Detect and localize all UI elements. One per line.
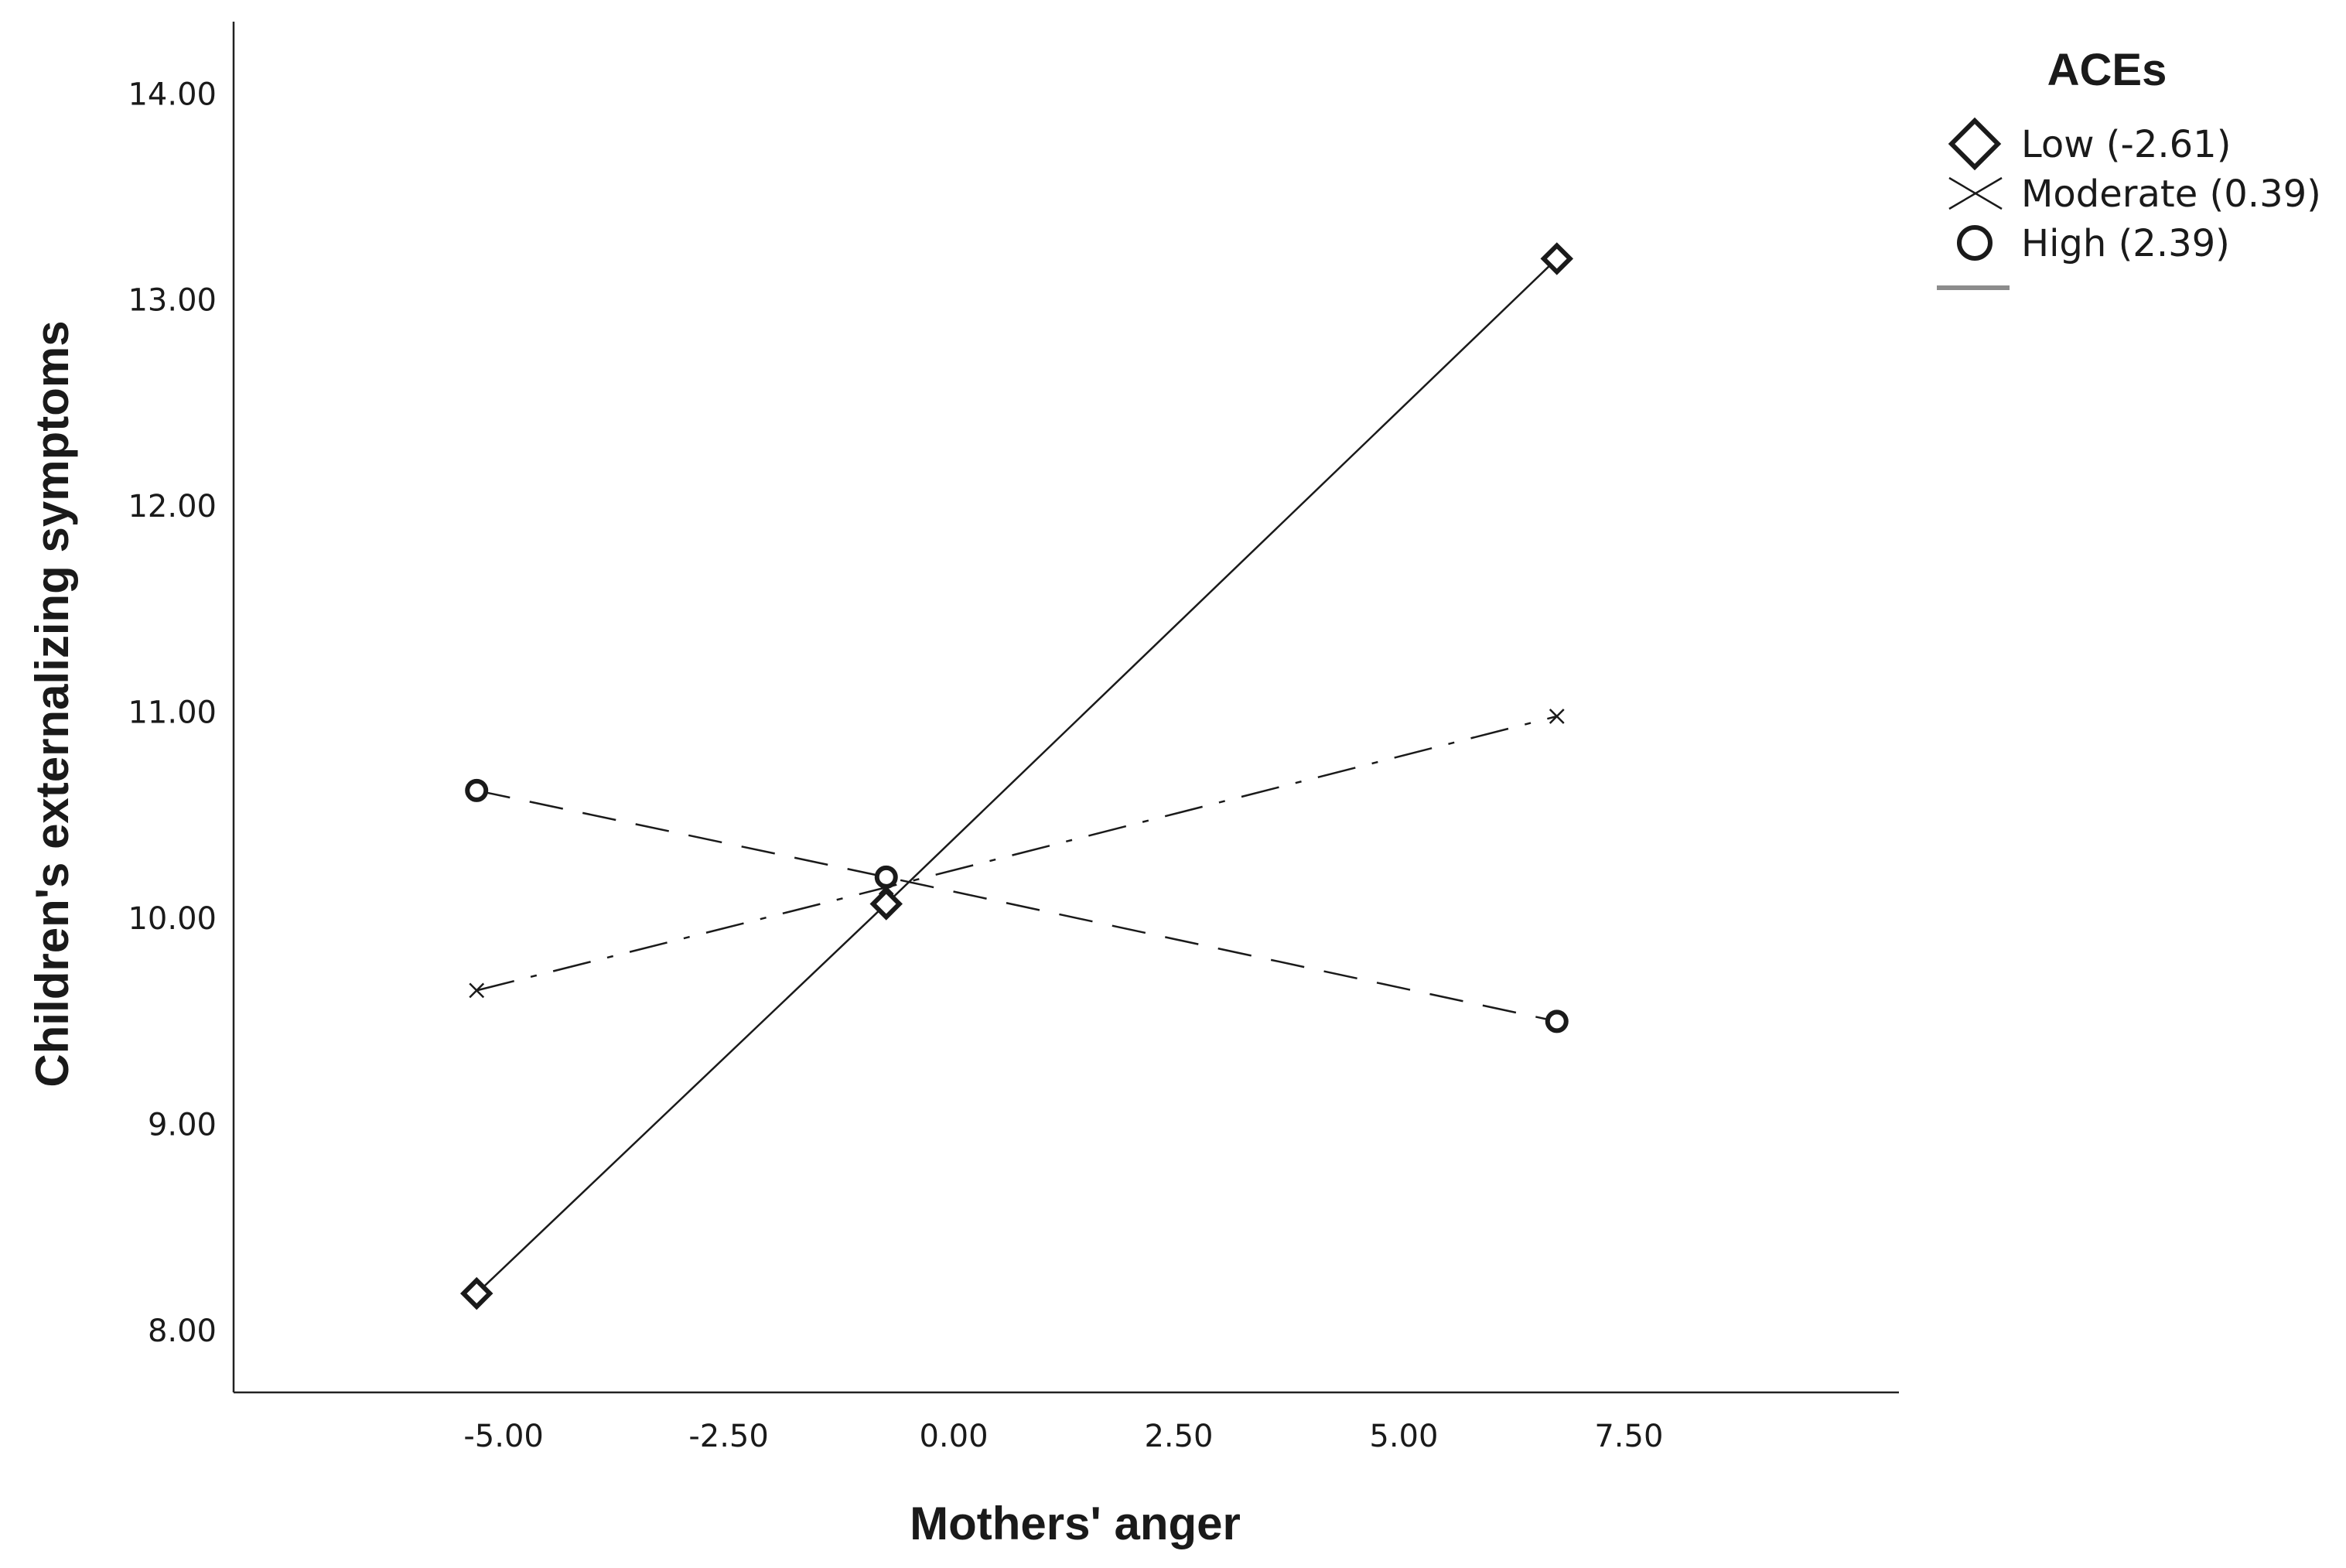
x-tick-label: 0.00 [919,1419,988,1454]
data-point-circle [874,865,898,889]
legend-circle-icon [1957,225,1993,261]
data-point-diamond [1540,242,1574,275]
y-tick-label: 12.00 [128,489,217,524]
legend-item: Low (-2.61) [1948,117,2231,171]
series-line-2 [476,715,1558,992]
series-markers [459,242,1574,1310]
legend-label: High (2.39) [2021,222,2230,265]
series-lines [476,258,1558,1295]
x-tick-label: 2.50 [1144,1419,1213,1454]
legend-label: Moderate (0.39) [2021,173,2321,216]
y-tick-label: 11.00 [128,695,217,731]
x-axis-title: Mothers' anger [910,1498,1241,1549]
y-tick-label: 14.00 [128,77,217,112]
y-tick-label: 13.00 [128,283,217,319]
y-tick-label: 8.00 [148,1313,217,1349]
legend-label: Low (-2.61) [2021,123,2231,166]
data-point-diamond [459,1276,493,1310]
data-point-circle [465,778,489,802]
data-point-diamond [869,887,903,921]
x-tick-labels: -5.00 -2.50 0.00 2.50 5.00 7.50 [463,1419,1663,1454]
data-point-x [469,982,485,999]
x-tick-label: -5.00 [463,1419,544,1454]
series-line-1 [476,258,1558,1295]
legend: ACEs Low (-2.61) Moderate (0.39) High (2.3… [1937,45,2321,290]
series-line-3 [476,789,1558,1023]
legend-title: ACEs [2047,45,2167,95]
legend-x-icon [1948,176,2003,210]
y-axis-title: Children's externalizing symptoms [26,320,78,1087]
legend-items: Low (-2.61) Moderate (0.39) High (2.39) [1948,117,2321,265]
y-tick-label: 9.00 [148,1108,217,1143]
x-tick-label: -2.50 [688,1419,769,1454]
legend-item: High (2.39) [1957,222,2230,265]
y-tick-labels: 8.00 9.00 10.00 11.00 12.00 13.00 14.00 [128,77,217,1349]
x-tick-label: 7.50 [1594,1419,1663,1454]
x-tick-label: 5.00 [1369,1419,1438,1454]
legend-item: Moderate (0.39) [1948,173,2321,216]
legend-diamond-icon [1948,117,2002,171]
data-point-x [1549,709,1565,724]
y-tick-label: 10.00 [128,901,217,937]
data-point-circle [1545,1009,1569,1033]
